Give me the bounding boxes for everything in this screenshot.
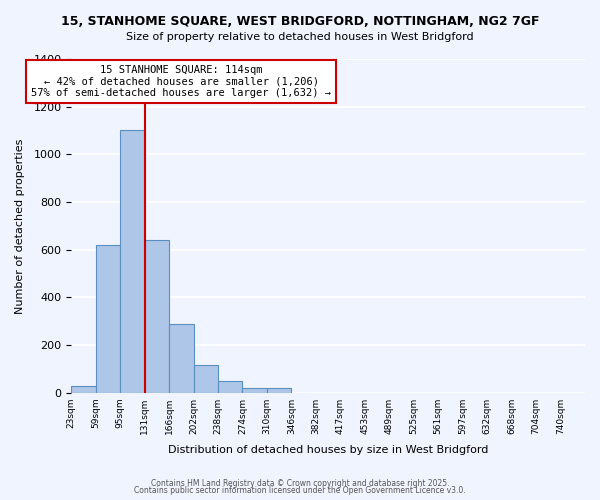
Bar xyxy=(194,365,218,392)
Bar xyxy=(71,386,95,392)
Text: 15, STANHOME SQUARE, WEST BRIDGFORD, NOTTINGHAM, NG2 7GF: 15, STANHOME SQUARE, WEST BRIDGFORD, NOT… xyxy=(61,15,539,28)
Bar xyxy=(242,388,267,392)
Bar xyxy=(267,388,292,392)
Text: Contains HM Land Registry data © Crown copyright and database right 2025.: Contains HM Land Registry data © Crown c… xyxy=(151,478,449,488)
Bar xyxy=(120,130,145,392)
Text: Size of property relative to detached houses in West Bridgford: Size of property relative to detached ho… xyxy=(126,32,474,42)
Bar xyxy=(145,240,169,392)
Text: Contains public sector information licensed under the Open Government Licence v3: Contains public sector information licen… xyxy=(134,486,466,495)
Y-axis label: Number of detached properties: Number of detached properties xyxy=(15,138,25,314)
Bar xyxy=(169,324,194,392)
Bar xyxy=(95,245,120,392)
Text: 15 STANHOME SQUARE: 114sqm
← 42% of detached houses are smaller (1,206)
57% of s: 15 STANHOME SQUARE: 114sqm ← 42% of deta… xyxy=(31,65,331,98)
X-axis label: Distribution of detached houses by size in West Bridgford: Distribution of detached houses by size … xyxy=(168,445,488,455)
Bar xyxy=(218,381,242,392)
